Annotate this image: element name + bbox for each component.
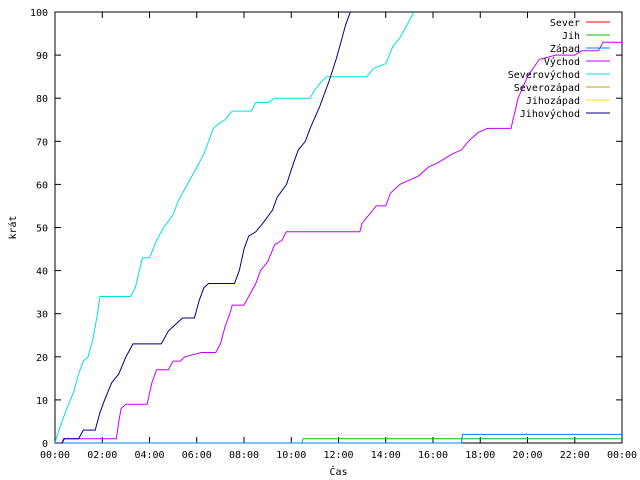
y-tick-label: 0 xyxy=(42,439,48,450)
x-axis-label: Čas xyxy=(329,465,347,478)
y-tick-label: 90 xyxy=(36,51,48,62)
x-tick-label: 08:00 xyxy=(229,450,259,461)
y-tick-label: 40 xyxy=(36,267,48,278)
x-tick-label: 06:00 xyxy=(182,450,212,461)
legend-label-jihozapad: Jihozápad xyxy=(526,95,580,107)
legend-label-zapad: Západ xyxy=(550,43,580,55)
x-tick-label: 14:00 xyxy=(371,450,401,461)
x-tick-label: 18:00 xyxy=(465,450,495,461)
series-line-jihovychod xyxy=(55,11,351,444)
series-line-severovychod xyxy=(54,11,415,444)
series-line-vychod xyxy=(55,41,622,444)
legend-label-jih: Jih xyxy=(562,31,580,42)
y-axis-label: krát xyxy=(7,215,19,239)
y-tick-label: 20 xyxy=(36,353,48,364)
chart-legend: Sever JihZápadVýchodSeverovýchodSeverozáp… xyxy=(508,18,610,120)
x-tick-label: 16:00 xyxy=(418,450,448,461)
legend-label-sever: Sever xyxy=(550,18,580,29)
y-tick-label: 30 xyxy=(36,310,48,321)
chart-series-lines xyxy=(54,11,622,444)
legend-label-severovychod: Severovýchod xyxy=(508,69,580,81)
y-tick-label: 60 xyxy=(36,180,48,191)
x-tick-label: 20:00 xyxy=(512,450,542,461)
legend-label-vychod: Východ xyxy=(544,56,580,68)
y-tick-label: 10 xyxy=(36,396,48,407)
x-tick-label: 10:00 xyxy=(276,450,306,461)
x-tick-label: 22:00 xyxy=(560,450,590,461)
x-tick-label: 00:00 xyxy=(607,450,637,461)
x-tick-label: 04:00 xyxy=(134,450,164,461)
y-tick-label: 70 xyxy=(36,137,48,148)
legend-label-jihovychod: Jihovýchod xyxy=(520,108,580,120)
legend-label-severozapad: Severozápad xyxy=(514,82,580,94)
x-tick-label: 00:00 xyxy=(40,450,70,461)
y-tick-label: 80 xyxy=(36,94,48,105)
y-tick-label: 50 xyxy=(36,224,48,235)
series-line-zapad xyxy=(55,433,622,444)
x-tick-label: 12:00 xyxy=(323,450,353,461)
x-tick-label: 02:00 xyxy=(87,450,117,461)
y-tick-label: 100 xyxy=(30,8,48,19)
